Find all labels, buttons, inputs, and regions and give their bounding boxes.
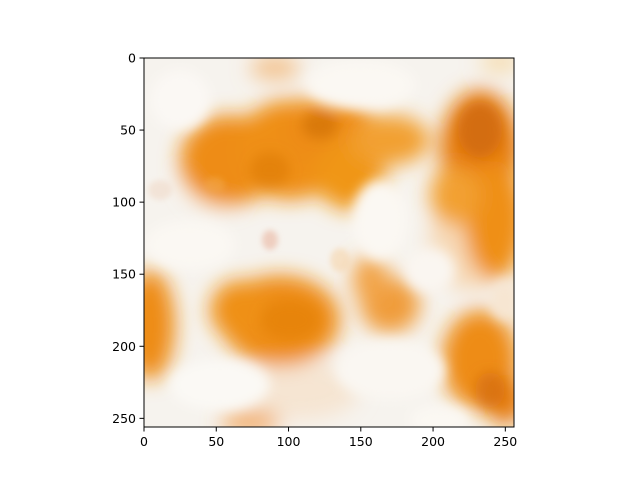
x-tick-label: 250	[493, 434, 517, 449]
heatmap-image	[125, 52, 525, 435]
x-tick-label: 150	[349, 434, 373, 449]
y-tick-label: 150	[112, 267, 136, 282]
x-tick-label: 200	[421, 434, 445, 449]
y-tick-label: 0	[128, 51, 136, 66]
y-tick-label: 200	[112, 339, 136, 354]
y-tick-label: 50	[120, 123, 136, 138]
x-axis: 0 50 100 150 200 250	[140, 427, 517, 449]
y-tick-label: 100	[112, 195, 136, 210]
y-tick-label: 250	[112, 411, 136, 426]
x-tick-label: 0	[140, 434, 148, 449]
y-axis: 0 50 100 150 200 250	[112, 51, 144, 426]
x-tick-label: 50	[208, 434, 224, 449]
x-tick-label: 100	[277, 434, 301, 449]
